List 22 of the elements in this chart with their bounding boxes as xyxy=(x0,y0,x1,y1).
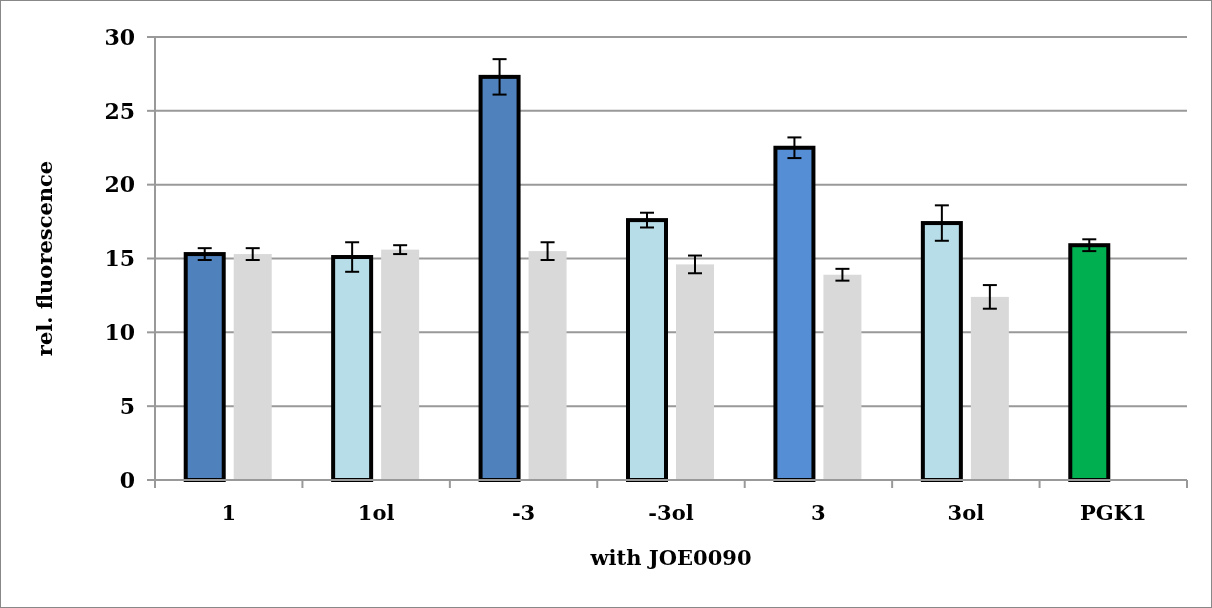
x-tick-label: -3 xyxy=(511,500,536,525)
bar xyxy=(381,249,420,480)
y-tick-label: 0 xyxy=(119,466,135,493)
x-tick-label: 1 xyxy=(221,500,237,525)
bar xyxy=(970,296,1009,480)
y-tick-label: 10 xyxy=(104,319,135,346)
x-axis-title: with JOE0090 xyxy=(589,545,752,570)
x-tick-label: 3 xyxy=(811,500,826,525)
x-tick-label: -3ol xyxy=(648,500,694,525)
y-tick-label: 20 xyxy=(104,171,135,198)
x-tick-label: 3ol xyxy=(947,500,985,525)
y-tick-label: 15 xyxy=(104,245,135,272)
bar xyxy=(233,254,272,480)
y-tick-label: 25 xyxy=(104,97,135,124)
bar xyxy=(823,274,862,480)
x-tick-label: PGK1 xyxy=(1079,500,1147,525)
bar xyxy=(528,251,567,480)
y-axis-title: rel. fluorescence xyxy=(32,160,57,357)
y-tick-label: 30 xyxy=(104,23,135,50)
x-tick-label: 1ol xyxy=(357,500,395,525)
y-tick-label: 5 xyxy=(119,392,135,419)
bar xyxy=(676,264,714,480)
